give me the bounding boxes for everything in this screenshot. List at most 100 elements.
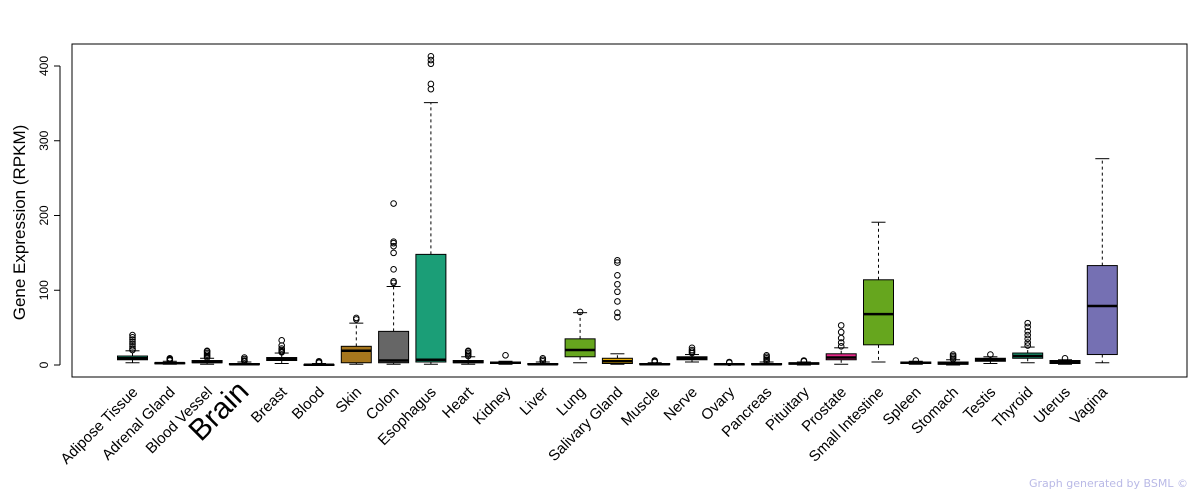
box-nerve bbox=[676, 344, 708, 363]
outlier-point bbox=[763, 351, 770, 359]
box-thyroid bbox=[1012, 319, 1044, 364]
box-stomach bbox=[937, 351, 969, 366]
y-axis: 0 100 200 300 400 bbox=[37, 56, 61, 368]
outlier-point bbox=[837, 339, 845, 346]
x-tick-label: Nerve bbox=[661, 384, 701, 424]
box-vagina bbox=[1086, 158, 1118, 364]
outlier-point bbox=[129, 345, 136, 352]
x-tick-label: Thyroid bbox=[989, 384, 1036, 431]
outlier-point bbox=[427, 56, 435, 64]
outlier-point bbox=[651, 357, 659, 364]
outlier-point bbox=[614, 257, 621, 264]
boxes-group bbox=[117, 52, 1118, 367]
outlier-point bbox=[315, 357, 323, 365]
outlier-point bbox=[614, 272, 621, 279]
outlier-point bbox=[1061, 354, 1069, 362]
box-colon bbox=[378, 200, 410, 365]
box-pancreas bbox=[751, 351, 783, 366]
outlier-point bbox=[688, 344, 696, 352]
outlier-point bbox=[502, 351, 509, 359]
y-tick-label: 200 bbox=[37, 205, 51, 225]
outlier-point bbox=[241, 354, 248, 361]
outlier-point bbox=[837, 322, 845, 329]
outlier-point bbox=[278, 345, 286, 352]
outlier-point bbox=[166, 354, 174, 362]
box-lung bbox=[564, 308, 596, 364]
outlier-point bbox=[203, 347, 211, 355]
outlier-point bbox=[278, 337, 286, 344]
outlier-point bbox=[837, 328, 845, 336]
outlier-point bbox=[614, 288, 621, 296]
outlier-point bbox=[614, 259, 621, 266]
outlier-point bbox=[1024, 323, 1031, 331]
outlier-point bbox=[576, 308, 584, 316]
iqr-box bbox=[863, 279, 894, 346]
box-prostate bbox=[825, 322, 857, 365]
box-liver bbox=[527, 354, 559, 366]
outlier-point bbox=[390, 249, 397, 257]
outlier-point bbox=[987, 351, 994, 358]
outlier-point bbox=[353, 314, 360, 322]
outlier-point bbox=[614, 280, 621, 288]
x-tick-label: Vagina bbox=[1067, 383, 1112, 428]
outlier-point bbox=[800, 357, 808, 364]
outlier-point bbox=[427, 80, 435, 88]
box-pituitary bbox=[788, 357, 820, 366]
box-heart bbox=[452, 347, 484, 365]
iqr-box bbox=[564, 338, 596, 358]
iqr-box bbox=[378, 330, 410, 364]
outlier-point bbox=[390, 266, 397, 273]
outlier-point bbox=[427, 60, 435, 68]
outlier-point bbox=[614, 313, 621, 321]
box-adipose-tissue bbox=[117, 331, 148, 364]
outlier-point bbox=[1024, 342, 1031, 349]
outlier-point bbox=[912, 357, 920, 364]
box-ovary bbox=[713, 358, 745, 367]
x-tick-label: Liver bbox=[517, 384, 552, 419]
y-tick-label: 0 bbox=[37, 361, 51, 368]
outlier-point bbox=[1024, 335, 1031, 343]
iqr-box bbox=[340, 345, 372, 364]
x-tick-label: Skin bbox=[332, 384, 365, 417]
x-tick-label: Uterus bbox=[1031, 384, 1074, 427]
y-tick-label: 300 bbox=[37, 130, 51, 150]
outlier-point bbox=[1024, 331, 1031, 339]
outlier-point bbox=[688, 346, 696, 354]
outlier-point bbox=[129, 334, 136, 341]
outlier-point bbox=[539, 354, 547, 362]
y-tick-label: 400 bbox=[37, 56, 51, 76]
outlier-point bbox=[129, 340, 136, 348]
iqr-box bbox=[1086, 265, 1118, 356]
box-muscle bbox=[639, 357, 671, 366]
outlier-point bbox=[614, 309, 621, 316]
outlier-point bbox=[129, 336, 136, 343]
x-tick-label: Kidney bbox=[470, 383, 515, 428]
outlier-point bbox=[129, 338, 136, 346]
outlier-point bbox=[390, 238, 397, 245]
outlier-point bbox=[1024, 319, 1031, 327]
credit-text: Graph generated by BSML © bbox=[1029, 477, 1188, 490]
outlier-point bbox=[949, 351, 957, 358]
box-brain bbox=[228, 354, 260, 366]
y-tick-label: 100 bbox=[37, 280, 51, 300]
iqr-box bbox=[415, 253, 447, 363]
outlier-point bbox=[129, 331, 136, 339]
box-salivary-gland bbox=[601, 257, 633, 365]
y-axis-label: Gene Expression (RPKM) bbox=[10, 125, 29, 321]
outlier-point bbox=[129, 343, 136, 350]
x-tick-label: Muscle bbox=[618, 384, 664, 430]
outlier-point bbox=[614, 298, 621, 305]
box-skin bbox=[340, 314, 372, 365]
box-blood bbox=[303, 357, 335, 367]
outlier-point bbox=[1024, 328, 1031, 335]
outlier-point bbox=[1024, 339, 1031, 346]
outlier-point bbox=[427, 52, 435, 60]
box-esophagus bbox=[415, 52, 447, 365]
outlier-point bbox=[390, 200, 397, 207]
box-testis bbox=[974, 351, 1006, 365]
x-tick-label: Blood bbox=[289, 384, 328, 423]
outlier-point bbox=[464, 347, 472, 355]
